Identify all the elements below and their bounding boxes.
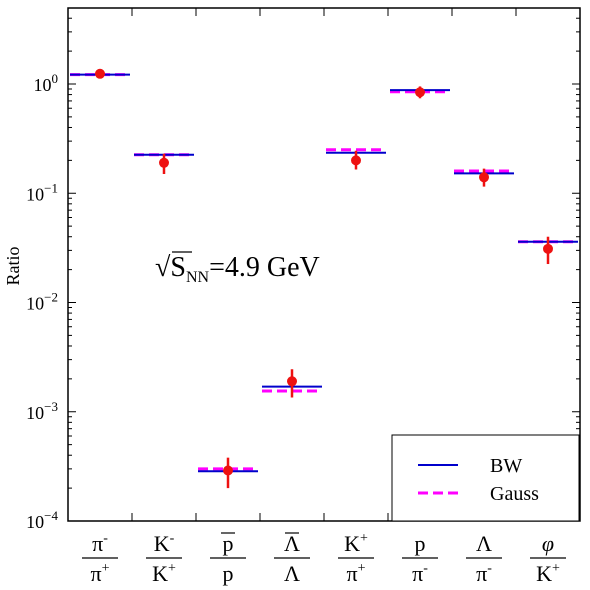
x-label-denominator: p (223, 561, 234, 586)
x-category-label: K- K+ (146, 531, 182, 586)
data-point (479, 172, 489, 183)
data-point (351, 155, 361, 166)
legend: BW Gauss (391, 434, 580, 522)
y-tick-label: 10−4 (26, 508, 58, 532)
x-label-numerator: p (415, 531, 426, 556)
x-label-denominator: Λ (284, 561, 300, 586)
legend-bw-label: BW (490, 455, 522, 477)
x-category-label: ΛΛ (274, 531, 310, 586)
legend-gauss-label: Gauss (490, 483, 539, 505)
plot-layer: 10−410−310−210−1100π-π+K-K+ppΛΛK+π+pπ-Λπ… (26, 7, 581, 586)
legend-box (391, 434, 580, 522)
x-label-denominator: π- (412, 561, 428, 586)
data-point (287, 376, 297, 387)
x-label-numerator: Λ (476, 531, 492, 556)
x-label-denominator: K+ (152, 561, 176, 586)
x-label-denominator: K+ (536, 561, 560, 586)
x-category-label: Λπ- (466, 531, 502, 586)
x-category-label: π-π+ (82, 531, 118, 586)
x-label-numerator: π- (92, 531, 108, 556)
x-label-denominator: π+ (346, 561, 365, 586)
data-point (543, 243, 553, 254)
energy-annotation: √SNN=4.9 GeV (155, 252, 320, 286)
data-point (223, 465, 233, 476)
x-label-denominator: π+ (90, 561, 109, 586)
x-category-label: pp (210, 531, 246, 586)
x-label-numerator: φ (542, 531, 554, 556)
x-category-label: p π- (402, 531, 438, 586)
y-tick-label: 10−2 (26, 290, 58, 314)
x-label-denominator: π- (476, 561, 492, 586)
x-label-numerator: K- (154, 531, 175, 556)
data-point (159, 157, 169, 168)
data-point (415, 87, 425, 98)
y-tick-label: 10−3 (26, 399, 58, 423)
y-tick-label: 10−1 (26, 180, 58, 204)
data-point (95, 68, 105, 79)
y-axis-label: Ratio (3, 247, 23, 286)
y-tick-label: 100 (34, 71, 59, 95)
x-label-numerator: p (223, 531, 234, 556)
x-label-numerator: Λ (284, 531, 300, 556)
x-label-numerator: K+ (344, 531, 368, 556)
x-category-label: φ K+ (530, 531, 566, 586)
x-category-label: K+ π+ (338, 531, 374, 586)
